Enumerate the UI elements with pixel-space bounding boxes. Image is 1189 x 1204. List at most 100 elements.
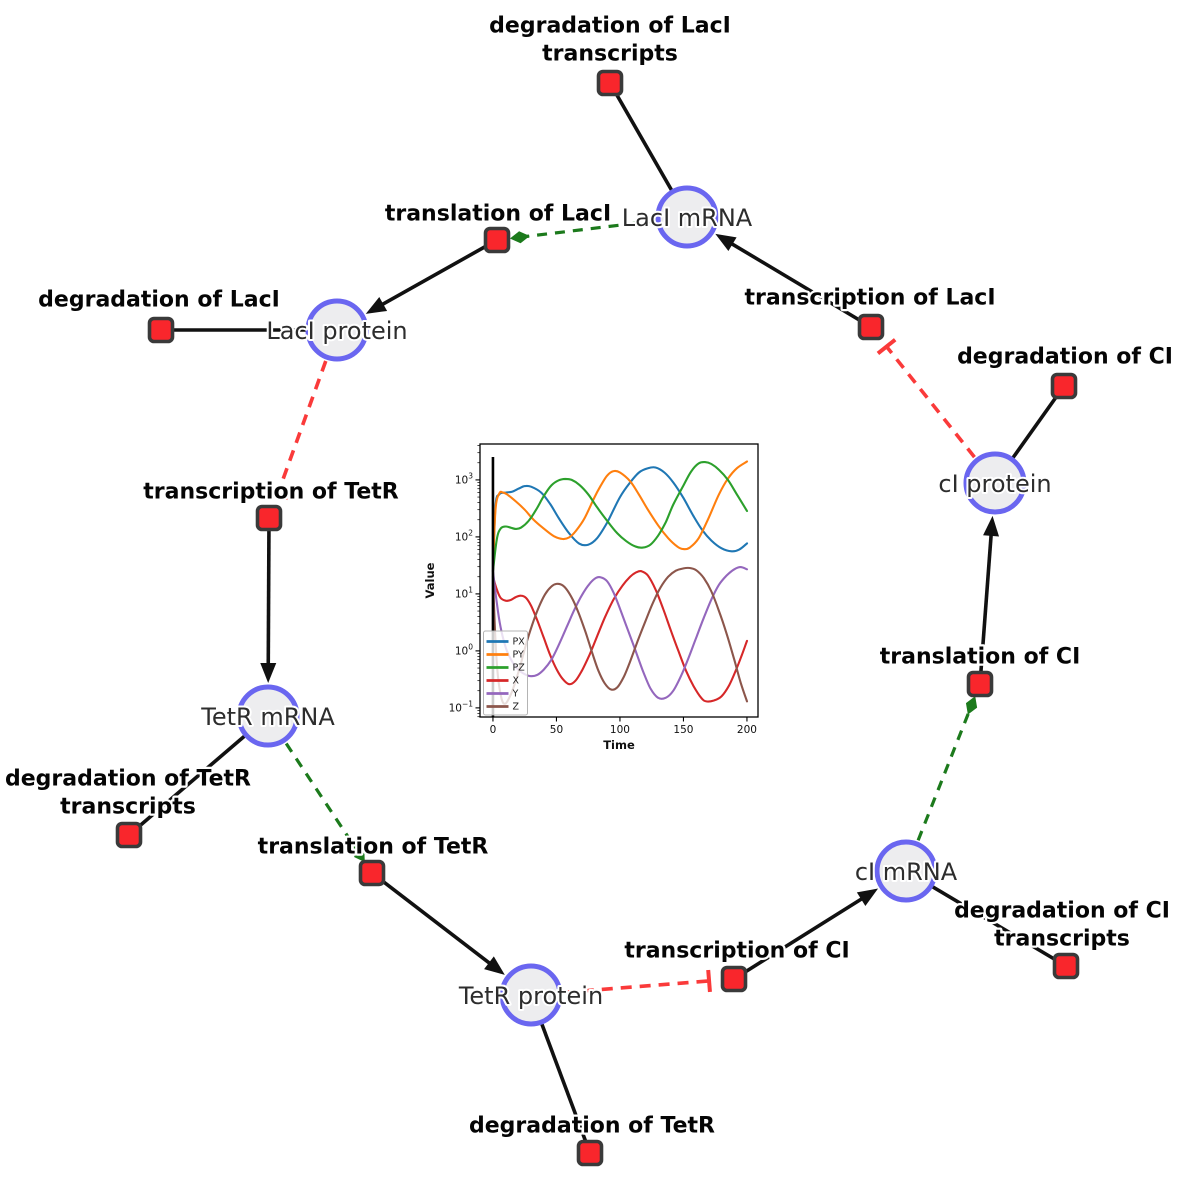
- edge-transl_tetR-tetR_protein: [370, 871, 505, 975]
- reaction-label-tx_tetR: transcription of TetR: [143, 480, 399, 505]
- chart-series-PZ: [491, 460, 749, 573]
- inhibition-tbar-icon: [266, 488, 289, 501]
- reaction-square-icon: [576, 1139, 604, 1167]
- edge-tetR_protein-tx_cI: [563, 969, 712, 995]
- catalysis-diamond-icon: [965, 696, 978, 715]
- reaction-square-icon: [358, 859, 386, 887]
- legend-entry-Z: Z: [513, 702, 520, 713]
- edge-transl_cI-cI_protein: [978, 515, 1000, 685]
- species-circle-icon: [963, 451, 1027, 515]
- reaction-node-transl_lacI[interactable]: [483, 226, 511, 254]
- species-circle-icon: [874, 839, 938, 903]
- arrowhead-icon: [715, 233, 737, 252]
- svg-text:0: 0: [490, 724, 497, 736]
- reaction-square-icon: [596, 69, 624, 97]
- species-label-cI_mRNA: cI mRNA: [855, 858, 958, 886]
- reaction-square-icon: [115, 821, 143, 849]
- svg-text:200: 200: [737, 724, 757, 736]
- species-circle-icon: [236, 684, 300, 748]
- svg-text:102: 102: [455, 528, 473, 543]
- reaction-square-icon: [147, 316, 175, 344]
- chart-xlabel: Time: [603, 738, 635, 752]
- species-node-cI_mRNA[interactable]: [874, 839, 938, 903]
- svg-text:101: 101: [455, 585, 473, 600]
- legend-entry-PX: PX: [513, 637, 526, 648]
- svg-text:100: 100: [610, 724, 630, 736]
- inhibition-tbar-icon: [876, 338, 897, 355]
- svg-text:10−1: 10−1: [449, 699, 474, 714]
- catalysis-diamond-icon: [353, 845, 365, 863]
- arrowhead-icon: [365, 297, 388, 314]
- chart-ylabel: Value: [423, 562, 437, 598]
- reaction-square-icon: [966, 670, 994, 698]
- inhibition-tbar-icon: [706, 969, 712, 993]
- reaction-node-deg_lacI_tx[interactable]: [596, 69, 624, 97]
- legend-entry-PZ: PZ: [513, 663, 526, 674]
- species-label-lacI_mRNA: LacI mRNA: [622, 204, 753, 232]
- species-node-tetR_mRNA[interactable]: [236, 684, 300, 748]
- reaction-label-transl_lacI: translation of LacI: [385, 202, 611, 227]
- reaction-label-deg_lacI_tx: degradation of LacI transcripts: [489, 14, 731, 67]
- reaction-square-icon: [255, 504, 283, 532]
- arrowhead-icon: [983, 515, 1000, 537]
- reaction-node-tx_tetR[interactable]: [255, 504, 283, 532]
- reaction-label-transl_tetR: translation of TetR: [258, 835, 489, 860]
- arrowhead-icon: [856, 888, 879, 906]
- reaction-node-deg_cI[interactable]: [1050, 372, 1078, 400]
- legend-entry-X: X: [513, 676, 520, 687]
- reaction-square-icon: [720, 965, 748, 993]
- catalysis-diamond-icon: [509, 231, 530, 244]
- reaction-square-icon: [1052, 952, 1080, 980]
- reaction-node-transl_cI[interactable]: [966, 670, 994, 698]
- reaction-node-tx_lacI[interactable]: [857, 313, 885, 341]
- species-label-lacI_protein: LacI protein: [266, 317, 407, 345]
- svg-text:100: 100: [455, 642, 473, 657]
- chart-axes-frame: [479, 443, 759, 718]
- reaction-node-deg_tetR[interactable]: [576, 1139, 604, 1167]
- species-node-lacI_protein[interactable]: [305, 298, 369, 362]
- species-circle-icon: [305, 298, 369, 362]
- reaction-label-tx_lacI: transcription of LacI: [744, 286, 995, 311]
- timecourse-inset-chart: 0 50 100 150 200 103 102 101 100 10−1 Time Value PX P…: [423, 443, 759, 752]
- edge-lacI_mRNA-transl_lacI: [509, 219, 655, 244]
- edge-cI_mRNA-transl_cI: [916, 696, 978, 841]
- reaction-square-icon: [857, 313, 885, 341]
- reaction-label-deg_cI_tx: degradation of CI transcripts: [954, 899, 1170, 952]
- species-circle-icon: [499, 963, 563, 1027]
- edge-cI_protein-tx_lacI: [876, 338, 976, 459]
- species-node-lacI_mRNA[interactable]: [655, 185, 719, 249]
- reaction-node-deg_cI_tx[interactable]: [1052, 952, 1080, 980]
- reaction-node-tx_cI[interactable]: [720, 965, 748, 993]
- reaction-label-tx_cI: transcription of CI: [624, 939, 849, 964]
- reaction-node-deg_lacI[interactable]: [147, 316, 175, 344]
- edge-tetR_mRNA-transl_tetR: [284, 742, 365, 863]
- reaction-label-deg_tetR_tx: degradation of TetR transcripts: [5, 767, 251, 820]
- arrowhead-icon: [484, 956, 505, 975]
- reaction-label-deg_cI: degradation of CI: [957, 345, 1173, 370]
- species-label-tetR_protein: TetR protein: [458, 982, 603, 1010]
- reaction-label-deg_lacI: degradation of LacI: [38, 288, 280, 313]
- legend-entry-Y: Y: [512, 689, 519, 700]
- reaction-square-icon: [1050, 372, 1078, 400]
- reaction-label-transl_cI: translation of CI: [880, 645, 1081, 670]
- chart-series-X: [491, 569, 749, 703]
- edge-tx_lacI-lacI_mRNA: [715, 233, 872, 329]
- reaction-square-icon: [483, 226, 511, 254]
- edge-tx_tetR-tetR_mRNA: [260, 517, 277, 684]
- species-label-cI_protein: cI protein: [938, 470, 1051, 498]
- svg-text:150: 150: [673, 724, 693, 736]
- svg-text:50: 50: [550, 724, 563, 736]
- reaction-node-deg_tetR_tx[interactable]: [115, 821, 143, 849]
- edge-tx_cI-cI_mRNA: [733, 888, 879, 981]
- reaction-label-deg_tetR: degradation of TetR: [469, 1114, 715, 1139]
- arrowhead-icon: [260, 662, 277, 684]
- species-node-cI_protein[interactable]: [963, 451, 1027, 515]
- reaction-node-transl_tetR[interactable]: [358, 859, 386, 887]
- nodes-layer: [115, 69, 1080, 1167]
- legend-entry-PY: PY: [513, 650, 525, 661]
- edge-lacI_protein-tx_tetR: [266, 360, 328, 501]
- species-node-tetR_protein[interactable]: [499, 963, 563, 1027]
- svg-text:103: 103: [455, 471, 473, 486]
